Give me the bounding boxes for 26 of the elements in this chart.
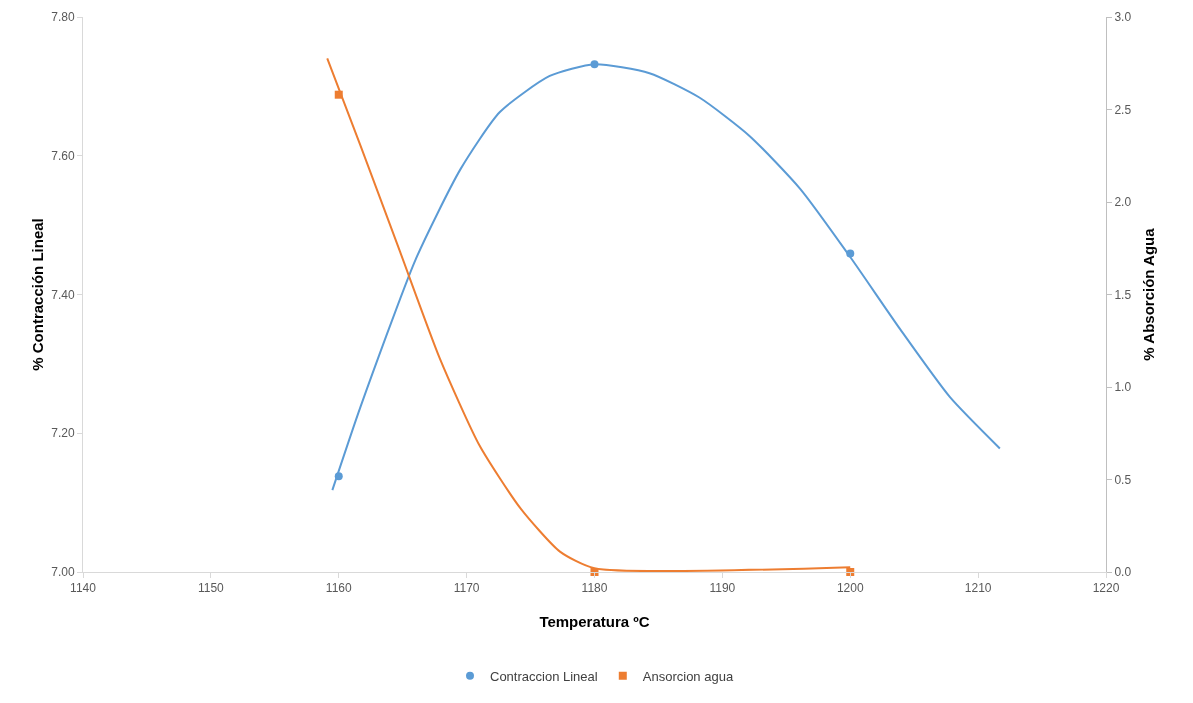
y2-tick-label: 0.0 <box>1114 565 1132 580</box>
y2-tick-label: 2.0 <box>1114 195 1132 210</box>
y-tick-label: 7.00 <box>51 565 75 580</box>
y-axis-title: % Contracción Lineal <box>29 218 46 371</box>
legend-label: Contraccion Lineal <box>490 668 598 684</box>
y2-tick-label: 1.0 <box>1114 380 1132 395</box>
y-tick-label: 7.20 <box>51 426 75 441</box>
x-tick-label: 1200 <box>836 581 864 596</box>
y2-tick-label: 2.5 <box>1114 102 1132 117</box>
x-tick-label: 1180 <box>581 581 608 596</box>
x-tick-label: 1210 <box>964 581 992 596</box>
x-tick-label: 1140 <box>70 581 97 596</box>
y-tick-label: 7.80 <box>51 10 75 25</box>
y-tick-label: 7.60 <box>51 148 75 163</box>
y-tick-label: 7.40 <box>51 287 75 302</box>
y2-tick-label: 1.5 <box>1114 287 1132 302</box>
x-axis-title: Temperatura ºC <box>539 613 650 630</box>
x-tick-label: 1150 <box>197 581 225 596</box>
x-tick-label: 1170 <box>453 581 480 596</box>
legend-label: Ansorcion agua <box>642 668 734 684</box>
x-tick-label: 1190 <box>709 581 736 596</box>
x-tick-label: 1220 <box>1092 581 1120 596</box>
y2-tick-label: 3.0 <box>1114 10 1132 25</box>
y2-tick-label: 0.5 <box>1114 472 1132 487</box>
x-tick-label: 1160 <box>325 581 352 596</box>
y2-axis-title: % Absorción Agua <box>1139 227 1157 361</box>
